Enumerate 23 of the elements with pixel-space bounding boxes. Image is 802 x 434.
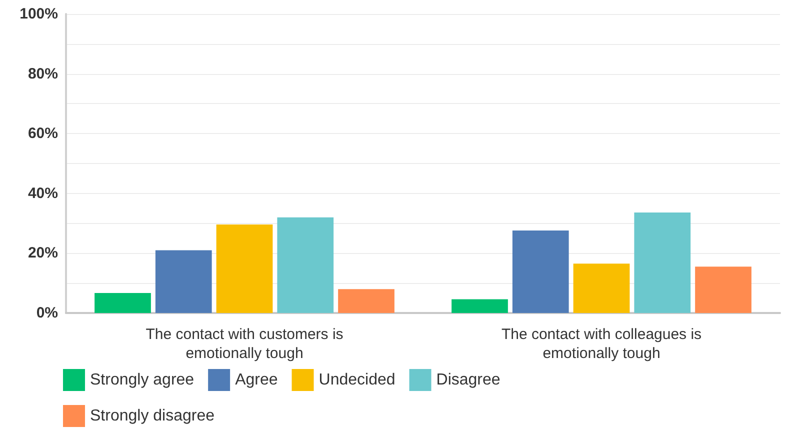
y-tick-label: 0% <box>36 304 58 322</box>
bar <box>338 289 394 313</box>
bar <box>634 212 691 313</box>
bar <box>695 266 752 313</box>
y-tick-label: 80% <box>28 65 58 82</box>
bar <box>277 217 334 313</box>
x-tick-label: The contact with colleagues is emotionally tough <box>501 326 702 362</box>
legend-label: Strongly agree <box>90 372 194 388</box>
x-tick-label: The contact with customers is emotionally tough <box>146 326 344 362</box>
y-tick-label: 100% <box>20 6 58 22</box>
y-tick-label: 20% <box>28 244 58 262</box>
y-tick-label: 60% <box>28 125 58 142</box>
legend-label: Disagree <box>436 372 500 388</box>
bar <box>94 292 151 313</box>
bar <box>573 264 630 313</box>
bar <box>452 299 508 313</box>
legend-label: Agree <box>235 372 278 388</box>
bar <box>155 250 212 313</box>
legend-label: Undecided <box>318 372 396 388</box>
bar <box>512 230 569 313</box>
bar <box>216 224 273 313</box>
y-tick-label: 40% <box>28 184 58 202</box>
legend-label: Strongly disagree <box>90 408 215 424</box>
